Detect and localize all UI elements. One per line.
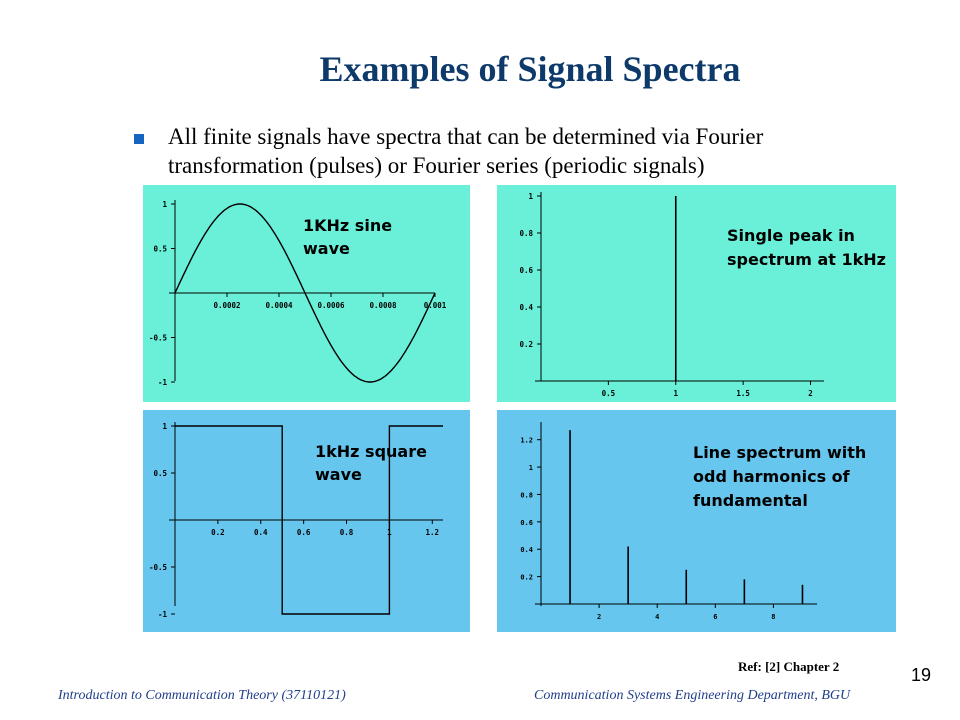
chart-annotation: spectrum at 1kHz — [727, 250, 886, 269]
x-tick-label: 4 — [655, 613, 659, 621]
x-tick-label: 0.4 — [254, 528, 268, 537]
sine-spectrum-chart: 1 0.8 0.6 0.4 0.2 0.5 1 1.5 2 Single peak in spect… — [497, 185, 896, 402]
y-tick-label: 1.2 — [520, 437, 533, 445]
bullet-text: All finite signals have spectra that can… — [168, 124, 764, 178]
y-tick-label: 0.2 — [519, 340, 533, 349]
panel-background — [497, 185, 896, 402]
chart-annotation: fundamental — [693, 491, 808, 510]
square-spectrum-chart: 1.2 1 0.8 0.6 0.4 0.2 2 4 6 8 Line spectrum with od… — [497, 410, 896, 632]
x-tick-label: 6 — [713, 613, 717, 621]
x-tick-label: 1.5 — [736, 389, 750, 398]
square-spectrum-panel: 1.2 1 0.8 0.6 0.4 0.2 2 4 6 8 Line spectrum with od… — [497, 410, 896, 632]
square-wave-panel: 1 0.5 -0.5 -1 0.2 0.4 0.6 0.8 1 1.2 1kHz square wav… — [143, 410, 470, 632]
x-tick-label: 0.5 — [602, 389, 616, 398]
y-tick-label: -0.5 — [149, 334, 167, 343]
x-tick-label: 0.0006 — [317, 301, 345, 310]
panel-background — [143, 410, 470, 632]
y-tick-label: 0.4 — [519, 303, 533, 312]
page-number: 19 — [911, 665, 932, 685]
y-tick-label: 0.2 — [520, 574, 533, 582]
y-tick-label: -0.5 — [149, 563, 167, 572]
sine-curve — [174, 203, 436, 383]
reference-note: Ref: [2] Chapter 2 — [738, 659, 840, 674]
x-tick-label: 1 — [674, 389, 679, 398]
x-tick-label: 0.2 — [211, 528, 225, 537]
y-tick-label: 0.8 — [520, 491, 533, 499]
y-tick-label: -1 — [158, 378, 168, 387]
x-tick-label: 2 — [808, 389, 813, 398]
bullet-square-icon — [134, 134, 144, 144]
y-tick-label: 0.5 — [153, 469, 167, 478]
y-tick-label: 1 — [162, 200, 167, 209]
chart-annotation: 1KHz sine — [303, 216, 392, 235]
y-tick-label: 0.6 — [519, 266, 533, 275]
x-tick-label: 0.6 — [297, 528, 311, 537]
y-tick-label: 0.4 — [520, 546, 533, 554]
chart-annotation: Line spectrum with — [693, 443, 866, 462]
footer-course: Introduction to Communication Theory (37… — [58, 688, 346, 703]
x-tick-label: 2 — [597, 613, 601, 621]
y-tick-label: 1 — [528, 192, 533, 201]
x-tick-label: 0.0002 — [213, 301, 240, 310]
y-tick-label: 0.6 — [520, 519, 533, 527]
x-tick-label: 0.0004 — [265, 301, 293, 310]
sine-wave-panel: 1 0.5 -0.5 -1 0.0002 0.0004 0.0006 0.0008 0.001 1… — [143, 185, 470, 402]
sine-wave-chart: 1 0.5 -0.5 -1 0.0002 0.0004 0.0006 0.0008 0.001 1… — [143, 185, 470, 402]
panel-background — [497, 410, 896, 632]
y-tick-label: 1 — [162, 422, 167, 431]
x-tick-label: 1.2 — [426, 528, 440, 537]
x-tick-label: 8 — [771, 613, 775, 621]
y-tick-label: 1 — [529, 464, 533, 472]
footer-department: Communication Systems Engineering Depart… — [534, 688, 851, 703]
chart-annotation: Single peak in — [727, 226, 855, 245]
y-tick-label: -1 — [158, 610, 168, 619]
x-tick-label: 0.0008 — [369, 301, 397, 310]
chart-annotation: odd harmonics of — [693, 467, 851, 486]
slide-title: Examples of Signal Spectra — [319, 49, 741, 89]
y-tick-label: 0.8 — [519, 229, 533, 238]
sine-spectrum-panel: 1 0.8 0.6 0.4 0.2 0.5 1 1.5 2 Single peak in spect… — [497, 185, 896, 402]
bullet-item: All finite signals have spectra that can… — [134, 122, 894, 180]
chart-annotation: wave — [315, 465, 362, 484]
x-tick-label: 0.001 — [424, 301, 447, 310]
x-tick-label: 0.8 — [340, 528, 354, 537]
chart-annotation: 1kHz square — [315, 442, 427, 461]
square-wave-line — [175, 425, 443, 615]
chart-annotation: wave — [303, 239, 350, 258]
y-tick-label: 0.5 — [153, 245, 167, 254]
